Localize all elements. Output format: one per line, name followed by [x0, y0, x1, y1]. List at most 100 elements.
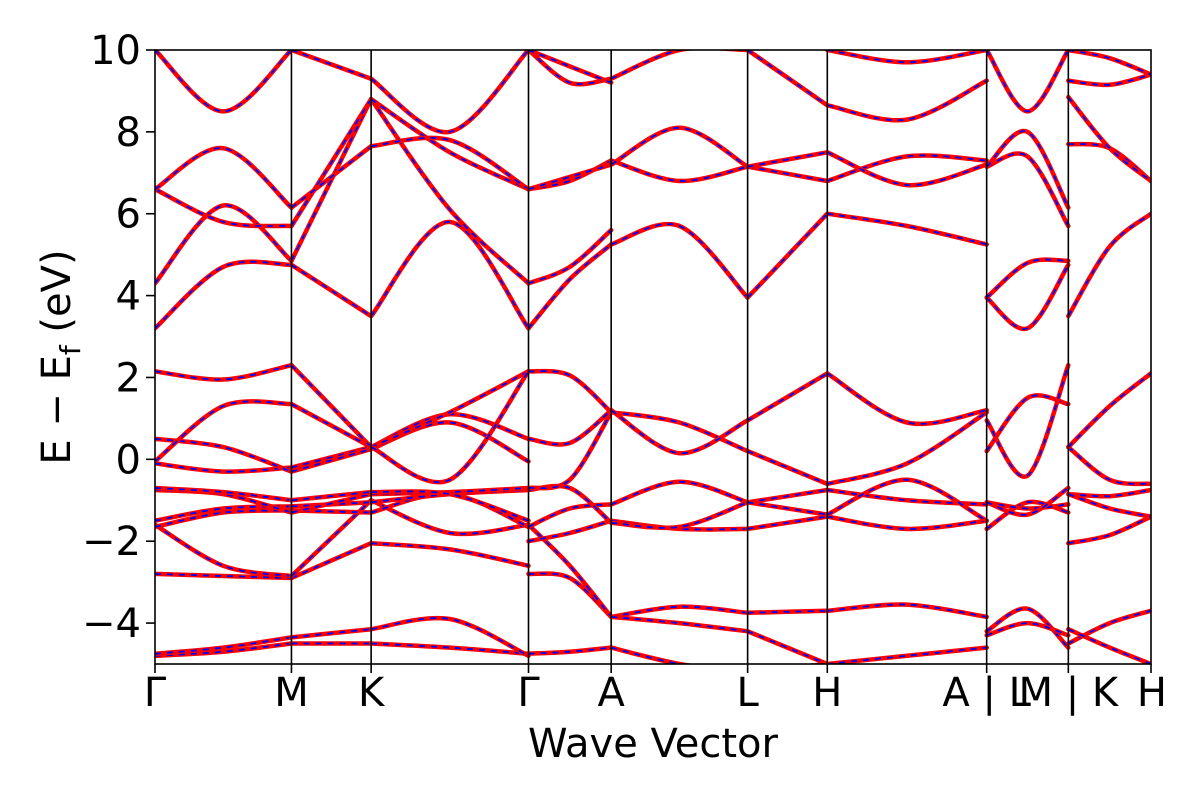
band-line-comparison — [747, 630, 828, 664]
y-axis-label-main: E − E — [34, 355, 80, 465]
band-line-reference — [825, 50, 989, 65]
y-tick-label: 10 — [90, 28, 141, 74]
band-line-comparison — [291, 542, 372, 579]
band-line-reference — [526, 410, 614, 491]
band-line-comparison — [370, 220, 530, 329]
band-line-comparison — [826, 478, 988, 522]
band-line-comparison — [610, 159, 748, 182]
x-tick-label: K — [358, 670, 386, 716]
band-line-reference — [155, 259, 294, 331]
band-line-comparison — [1067, 446, 1151, 485]
band-line-reference — [984, 606, 1071, 650]
band-line-reference — [745, 211, 830, 300]
band-line-comparison — [747, 50, 828, 107]
band-line-reference — [608, 125, 750, 169]
band-line-comparison — [747, 151, 828, 168]
y-axis-ticks: 10 8 6 4 2 0 −2 −4 — [82, 28, 155, 647]
band-line-reference — [1066, 371, 1151, 450]
band-line-comparison — [611, 605, 748, 618]
band-line-comparison — [1068, 515, 1151, 545]
band-line-reference — [608, 604, 750, 620]
band-line-reference — [1066, 514, 1151, 546]
band-line-comparison — [826, 372, 987, 425]
band-line-reference — [984, 128, 1071, 210]
band-line-comparison — [986, 258, 1069, 299]
band-line-reference — [289, 498, 374, 579]
bands-layer — [155, 50, 1151, 664]
band-line-comparison — [985, 50, 1070, 113]
band-line-reference — [608, 158, 750, 184]
band-line-reference — [825, 514, 989, 532]
y-tick-label: 0 — [116, 437, 141, 483]
band-line-reference — [526, 571, 614, 620]
band-line-comparison — [528, 229, 612, 285]
plot-frame — [154, 49, 1152, 665]
band-line-comparison — [291, 493, 372, 514]
band-line-comparison — [827, 79, 988, 122]
band-line-comparison — [155, 147, 293, 209]
band-line-comparison — [155, 400, 292, 463]
y-tick-label: 8 — [116, 110, 141, 156]
band-line-comparison — [371, 489, 529, 504]
band-line-reference — [825, 645, 989, 664]
band-line-comparison — [611, 616, 748, 633]
band-line-comparison — [155, 509, 292, 528]
y-axis-label-subscript: f — [54, 344, 87, 355]
band-line-reference — [526, 50, 614, 85]
band-line-reference — [526, 368, 614, 415]
band-line-reference — [825, 153, 989, 184]
band-line-comparison — [291, 264, 372, 317]
band-line-reference — [608, 500, 750, 531]
band-line-reference — [984, 50, 1071, 114]
band-line-reference — [984, 151, 1071, 229]
band-line-comparison — [371, 136, 529, 190]
band-line-comparison — [747, 501, 828, 516]
band-line-reference — [1066, 608, 1151, 646]
band-line-reference — [825, 602, 989, 620]
x-tick-label: L — [736, 670, 759, 716]
band-line-reference — [608, 407, 750, 456]
band-line-reference — [155, 399, 294, 464]
band-line-comparison — [155, 636, 292, 655]
band-line-comparison — [986, 622, 1069, 637]
band-line-comparison — [610, 646, 685, 664]
band-line-reference — [608, 50, 750, 81]
x-tick-label: Γ — [517, 670, 540, 716]
band-line-reference — [1066, 626, 1151, 664]
band-line-comparison — [747, 515, 828, 530]
band-line-comparison — [985, 364, 1070, 478]
x-tick-label: M | K — [1019, 670, 1120, 716]
band-line-reference — [825, 371, 989, 427]
band-line-comparison — [290, 98, 372, 227]
y-tick-label: 6 — [116, 192, 141, 238]
band-line-comparison — [528, 370, 612, 413]
x-tick-label: Γ — [144, 670, 167, 716]
band-line-comparison — [611, 411, 748, 452]
band-line-comparison — [290, 98, 372, 262]
band-line-comparison — [155, 642, 292, 657]
band-line-comparison — [155, 524, 292, 577]
band-line-comparison — [610, 50, 748, 80]
band-line-reference — [984, 262, 1071, 332]
y-tick-label: −2 — [82, 519, 141, 565]
band-line-comparison — [1068, 489, 1151, 498]
y-tick-label: −4 — [82, 601, 141, 647]
band-line-reference — [608, 614, 750, 634]
band-line-comparison — [986, 130, 1070, 209]
band-line-comparison — [370, 370, 530, 483]
band-line-reference — [155, 50, 294, 114]
band-line-comparison — [527, 524, 612, 618]
band-line-comparison — [370, 617, 529, 657]
band-line-reference — [1066, 211, 1151, 319]
band-line-comparison — [610, 126, 749, 168]
band-line-comparison — [1068, 50, 1151, 76]
band-line-comparison — [528, 409, 612, 446]
y-axis-label: E − Ef (eV) — [34, 249, 87, 464]
band-line-comparison — [155, 438, 292, 473]
band-line-comparison — [986, 607, 1069, 649]
band-line-comparison — [528, 485, 612, 524]
x-tick-label: A | L — [942, 670, 1031, 716]
band-line-reference — [155, 203, 294, 286]
band-line-comparison — [291, 491, 372, 502]
